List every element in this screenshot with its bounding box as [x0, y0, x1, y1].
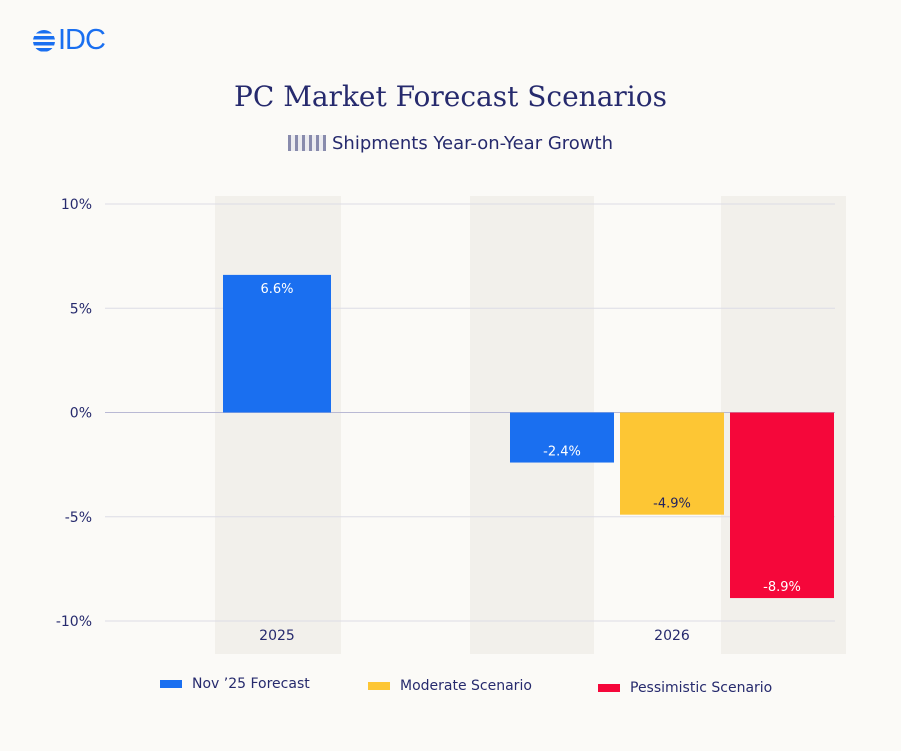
legend-item-forecast: Nov ’25 Forecast — [160, 676, 310, 692]
idc-logo: IDC — [32, 24, 106, 57]
data-label: -8.9% — [763, 580, 801, 595]
legend-swatch — [368, 682, 390, 690]
legend-item-pessimistic: Pessimistic Scenario — [598, 680, 772, 696]
category-band — [215, 196, 341, 654]
globe-icon — [33, 29, 55, 51]
x-tick-label: 2026 — [654, 628, 690, 644]
data-label: -4.9% — [653, 497, 691, 512]
bar — [620, 412, 724, 515]
legend-swatch — [598, 684, 620, 692]
y-tick-label: 0% — [70, 406, 92, 422]
chart-title: PC Market Forecast Scenarios — [234, 80, 667, 113]
y-tick-label: 5% — [70, 301, 92, 317]
data-label: 6.6% — [260, 282, 293, 297]
bar — [223, 274, 331, 413]
legend-item-moderate: Moderate Scenario — [368, 678, 532, 694]
bar — [730, 412, 834, 599]
redacted-mark — [288, 135, 326, 151]
bar — [510, 412, 614, 463]
y-tick-label: -10% — [56, 614, 92, 630]
subtitle-text: Shipments Year-on-Year Growth — [332, 133, 613, 154]
chart-subtitle: Shipments Year-on-Year Growth — [0, 133, 901, 154]
legend: Nov ’25 Forecast Moderate Scenario Pessi… — [0, 676, 901, 700]
data-label: -2.4% — [543, 445, 581, 460]
y-tick-label: -5% — [65, 510, 92, 526]
x-tick-label: 2025 — [259, 628, 295, 644]
y-tick-label: 10% — [61, 197, 92, 213]
legend-swatch — [160, 680, 182, 688]
